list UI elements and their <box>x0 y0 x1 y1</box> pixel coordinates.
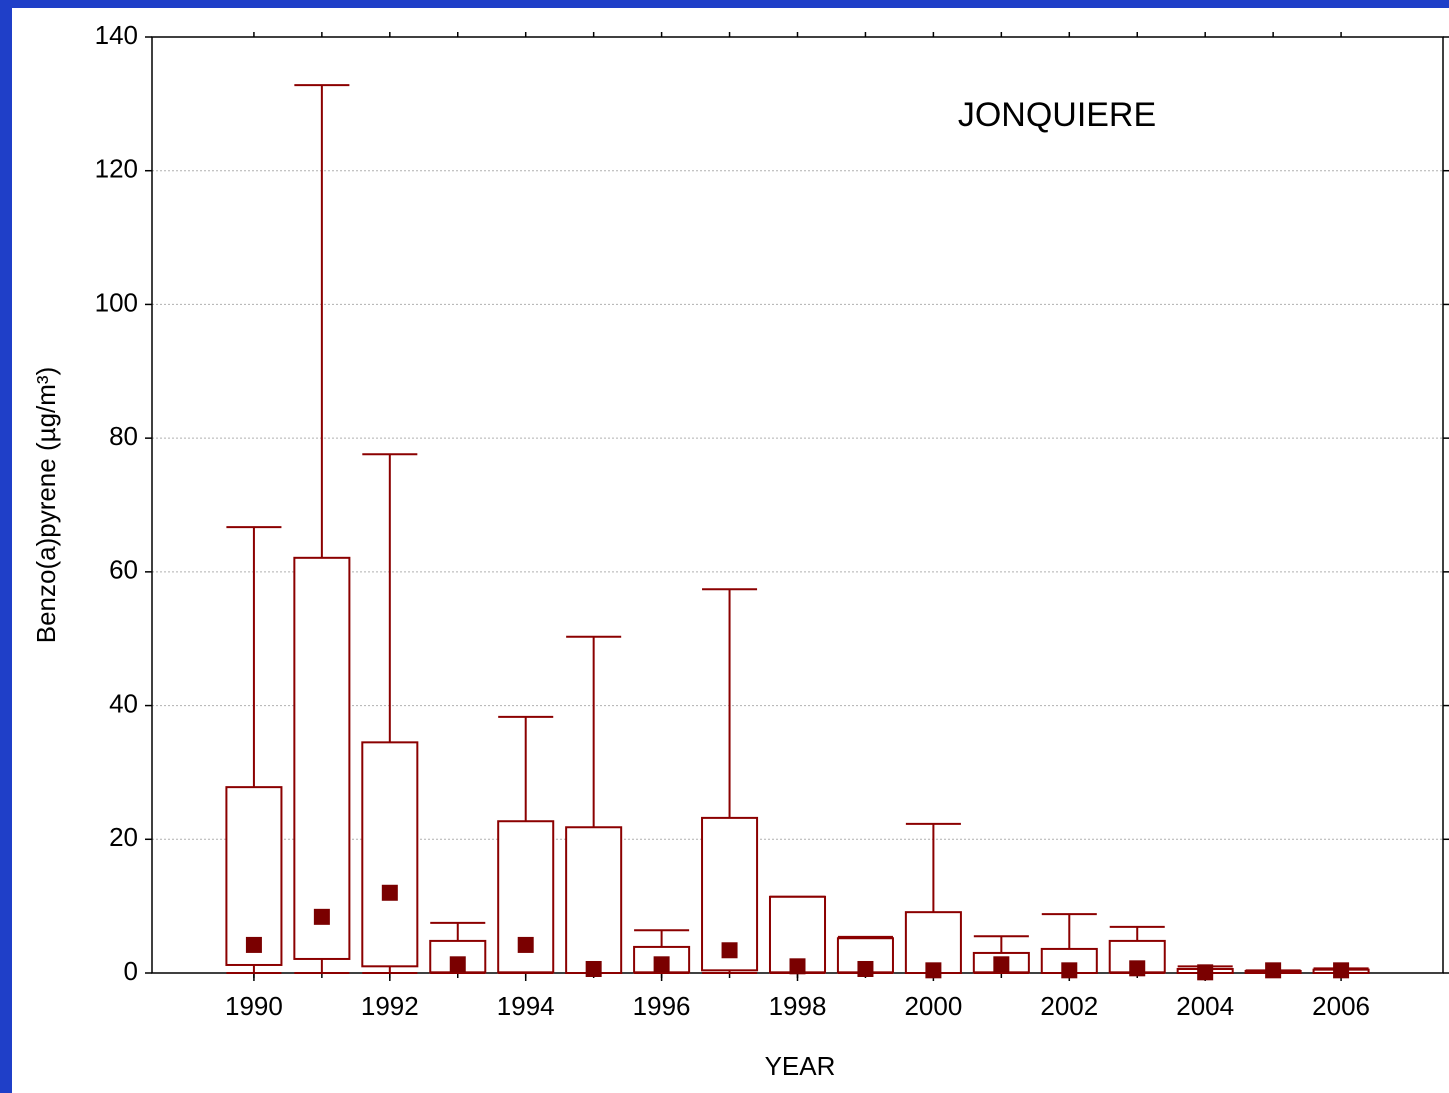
y-tick-label: 20 <box>109 822 138 852</box>
x-tick-label: 2004 <box>1176 991 1234 1021</box>
mean-marker <box>381 884 398 901</box>
box <box>361 741 419 968</box>
mean-marker <box>789 958 806 975</box>
mean-marker <box>585 960 602 977</box>
box <box>565 826 623 974</box>
y-axis-label: Benzo(a)pyrene (µg/m³) <box>31 367 61 644</box>
mean-marker <box>993 956 1010 973</box>
x-axis-label: YEAR <box>765 1051 836 1081</box>
x-tick-label: 2006 <box>1312 991 1370 1021</box>
y-tick-label: 0 <box>124 956 138 986</box>
y-tick-label: 140 <box>95 20 138 50</box>
x-tick-label: 1994 <box>497 991 555 1021</box>
y-tick-label: 40 <box>109 688 138 718</box>
chart-title: JONQUIERE <box>958 96 1156 134</box>
mean-marker <box>653 956 670 973</box>
mean-marker <box>313 908 330 925</box>
mean-marker <box>449 956 466 973</box>
mean-marker <box>857 960 874 977</box>
box <box>225 786 283 966</box>
y-tick-label: 120 <box>95 154 138 184</box>
mean-marker <box>1197 964 1214 981</box>
mean-marker <box>1333 962 1350 979</box>
x-tick-label: 1998 <box>769 991 827 1021</box>
box <box>293 556 351 960</box>
mean-marker <box>1061 962 1078 979</box>
x-tick-label: 1992 <box>361 991 419 1021</box>
x-tick-label: 2000 <box>904 991 962 1021</box>
x-tick-label: 1990 <box>225 991 283 1021</box>
y-tick-label: 80 <box>109 421 138 451</box>
mean-marker <box>721 942 738 959</box>
mean-marker <box>1265 962 1282 979</box>
mean-marker <box>245 936 262 953</box>
y-tick-label: 60 <box>109 555 138 585</box>
y-tick-label: 100 <box>95 287 138 317</box>
mean-marker <box>517 936 534 953</box>
mean-marker <box>1129 960 1146 977</box>
x-tick-label: 2002 <box>1040 991 1098 1021</box>
mean-marker <box>925 962 942 979</box>
x-tick-label: 1996 <box>633 991 691 1021</box>
